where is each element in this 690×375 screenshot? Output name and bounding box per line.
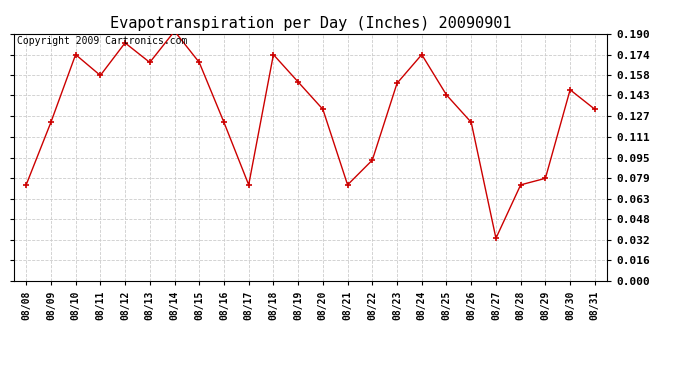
Title: Evapotranspiration per Day (Inches) 20090901: Evapotranspiration per Day (Inches) 2009… — [110, 16, 511, 31]
Text: Copyright 2009 Cartronics.com: Copyright 2009 Cartronics.com — [17, 36, 187, 46]
